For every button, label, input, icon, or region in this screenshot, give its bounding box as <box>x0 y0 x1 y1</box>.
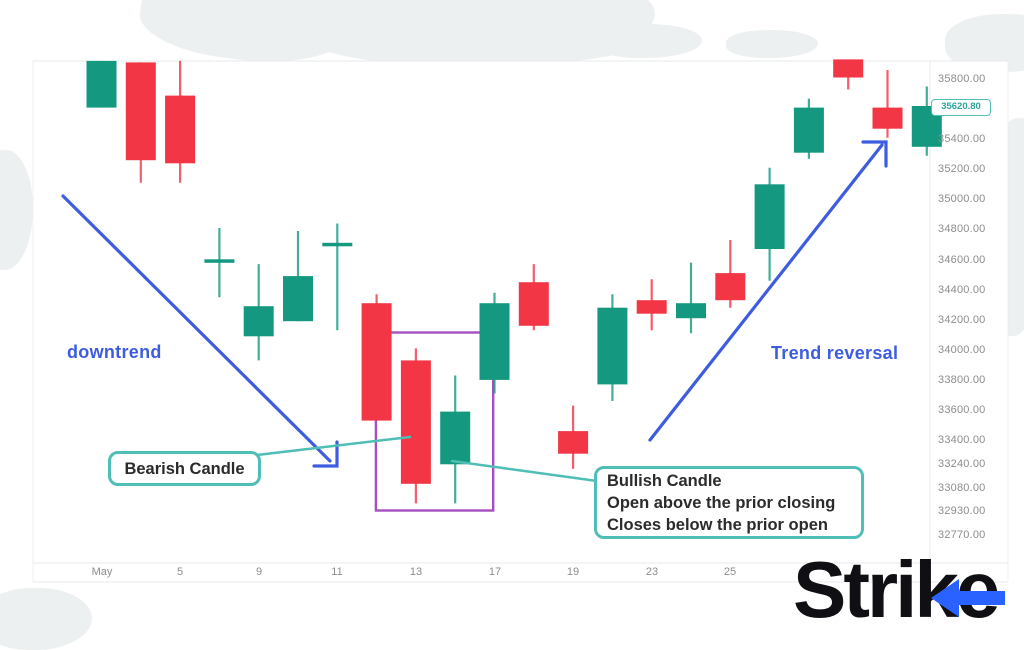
candle-body <box>754 184 785 249</box>
logo-text: e <box>955 545 1000 634</box>
bearish-candle-callout: Bearish Candle <box>108 451 261 486</box>
candle-body <box>400 360 431 484</box>
candle-body <box>636 300 667 314</box>
candle-body <box>479 303 510 380</box>
y-axis-label: 34000.00 <box>938 344 986 356</box>
x-axis-label: 11 <box>331 566 343 578</box>
trend-annotations <box>61 140 888 483</box>
world-map-blob <box>0 588 92 650</box>
x-axis-label: 5 <box>176 566 184 578</box>
y-axis-label: 35400.00 <box>938 133 986 145</box>
x-axis-label: 19 <box>566 566 580 578</box>
world-map-blob <box>592 24 702 58</box>
candle-body <box>86 60 117 108</box>
y-axis-label: 35800.00 <box>938 73 986 85</box>
logo-text: Stri <box>793 545 917 634</box>
candle-body <box>676 303 706 319</box>
x-axis-label: 25 <box>723 566 737 578</box>
x-axis-label: 9 <box>255 566 263 578</box>
candle-body <box>440 411 471 465</box>
doji-candle-body <box>204 259 235 263</box>
downtrend-arrowhead <box>312 440 339 468</box>
y-axis-label: 35000.00 <box>938 193 986 205</box>
world-map-blob <box>945 14 1024 72</box>
trend-reversal-label: Trend reversal <box>771 343 899 363</box>
candles-group <box>86 59 942 504</box>
bullish-candle-callout: Bullish Candle Open above the prior clos… <box>594 466 864 539</box>
y-axis-label: 33400.00 <box>938 434 986 446</box>
candle-body <box>872 107 903 129</box>
bullish-callout-leader <box>450 459 599 483</box>
candle-body <box>558 431 589 454</box>
candle-body <box>361 303 392 421</box>
x-axis-label: 17 <box>488 566 502 578</box>
candle-body <box>597 307 628 385</box>
y-axis-label: 35200.00 <box>938 163 986 175</box>
candle-body <box>243 306 274 337</box>
logo-arrow-icon <box>931 579 1005 617</box>
downtrend-arrow-line <box>61 194 332 463</box>
bullish-callout-line: Bullish Candle <box>607 472 722 490</box>
y-axis-label: 32930.00 <box>938 505 986 517</box>
y-axis-label: 34600.00 <box>938 254 986 266</box>
x-axis-label: May <box>91 566 113 578</box>
harami-pattern-box <box>374 331 495 512</box>
candle-body <box>518 282 549 326</box>
bullish-callout-line: Closes below the prior open <box>607 516 828 534</box>
candle-body <box>125 62 156 161</box>
y-axis-label: 34200.00 <box>938 314 986 326</box>
bullish-callout-line: Open above the prior closing <box>607 494 836 512</box>
x-axis-label: 23 <box>645 566 659 578</box>
x-axis-label: 13 <box>409 566 423 578</box>
bearish-callout-leader <box>255 435 412 457</box>
y-axis-label: 33800.00 <box>938 374 986 386</box>
world-map-blob <box>726 30 818 58</box>
candle-body <box>833 59 864 78</box>
y-axis-label: 33080.00 <box>938 482 986 494</box>
trend-reversal-arrowhead <box>861 140 888 168</box>
world-map-blob <box>0 150 33 270</box>
candle-body <box>793 107 824 153</box>
y-axis-label: 34400.00 <box>938 284 986 296</box>
strike-logo: Strike <box>793 550 1005 640</box>
candle-body <box>165 95 196 164</box>
trend-reversal-arrow-line <box>648 143 884 442</box>
downtrend-label: downtrend <box>67 342 162 362</box>
last-price-badge: 35620.80 <box>931 99 991 116</box>
y-axis-label: 32770.00 <box>938 529 986 541</box>
y-axis-label: 34800.00 <box>938 223 986 235</box>
doji-candle-body <box>322 242 353 247</box>
candle-body <box>715 273 746 301</box>
y-axis-label: 33600.00 <box>938 404 986 416</box>
y-axis-label: 33240.00 <box>938 458 986 470</box>
candle-body <box>283 276 313 322</box>
